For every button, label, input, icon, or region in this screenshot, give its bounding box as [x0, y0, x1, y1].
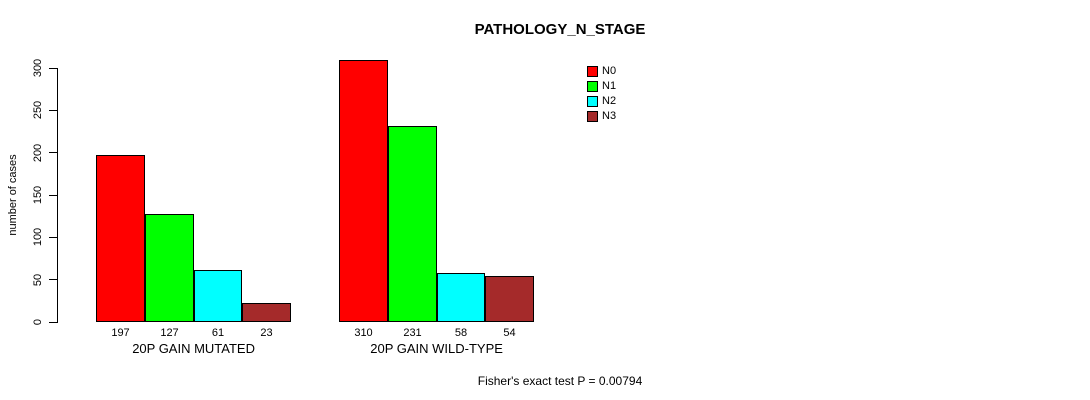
- y-axis-label: number of cases: [7, 154, 19, 236]
- y-tick-label: 300: [32, 58, 44, 78]
- bar-n0: [339, 60, 388, 322]
- y-tick-label: 0: [32, 318, 44, 326]
- legend-swatch-n2: [587, 96, 598, 107]
- bar-n0: [96, 155, 145, 322]
- bar-value-label: 197: [111, 327, 130, 339]
- legend-label: N0: [602, 65, 617, 77]
- legend-swatch-n3: [587, 111, 598, 122]
- y-axis-line: [57, 68, 58, 323]
- legend-item-n1: N1: [587, 79, 616, 94]
- bar-value-label: 58: [454, 327, 468, 339]
- bar-value-label: 61: [211, 327, 225, 339]
- y-tick-mark: [49, 236, 57, 238]
- y-tick-mark: [49, 279, 57, 281]
- chart-title: PATHOLOGY_N_STAGE: [474, 21, 646, 38]
- bar-n3: [242, 303, 291, 322]
- legend-swatch-n1: [587, 81, 598, 92]
- legend-label: N2: [602, 95, 617, 107]
- bar-value-label: 54: [503, 327, 516, 339]
- bar-value-label: 127: [160, 327, 179, 339]
- y-tick-mark: [49, 152, 57, 154]
- y-tick-label: 200: [32, 143, 44, 162]
- footnote-fisher-test: Fisher's exact test P = 0.00794: [477, 374, 643, 388]
- bar-n2: [194, 270, 242, 322]
- legend-swatch-n0: [587, 66, 598, 77]
- bar-n3: [485, 276, 534, 322]
- y-tick-mark: [49, 109, 57, 111]
- y-tick-mark: [49, 321, 57, 323]
- legend-item-n0: N0: [587, 64, 616, 79]
- bar-n1: [388, 126, 437, 322]
- bar-value-label: 23: [260, 327, 273, 339]
- bar-n2: [437, 273, 485, 322]
- legend-label: N3: [602, 110, 617, 122]
- y-tick-label: 100: [32, 228, 44, 247]
- legend-item-n3: N3: [587, 109, 616, 124]
- y-tick-label: 250: [32, 101, 44, 120]
- x-category-label: 20P GAIN MUTATED: [132, 341, 255, 356]
- legend-label: N1: [602, 80, 617, 92]
- y-tick-label: 150: [32, 185, 44, 205]
- y-tick-label: 50: [32, 273, 44, 286]
- legend-item-n2: N2: [587, 94, 616, 109]
- y-tick-mark: [49, 67, 57, 69]
- bar-n1: [145, 214, 194, 322]
- x-category-label: 20P GAIN WILD-TYPE: [370, 341, 503, 356]
- bar-value-label: 231: [403, 327, 422, 339]
- y-tick-mark: [49, 194, 57, 196]
- bar-value-label: 310: [354, 327, 373, 339]
